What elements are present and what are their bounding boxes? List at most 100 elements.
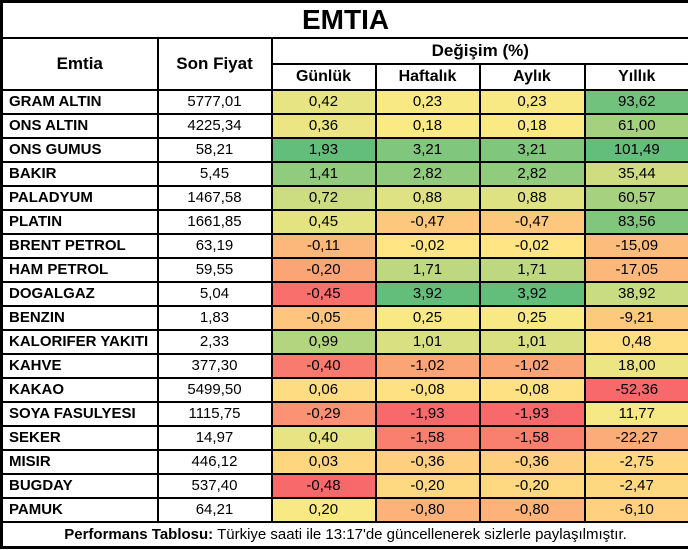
change-cell-weekly: 1,01 [374,328,481,355]
last-price-value: 1115,75 [156,400,273,427]
change-cell-weekly: 3,21 [374,136,481,163]
commodity-name: HAM PETROL [0,256,159,283]
column-header-change-group: Değişim (%) [270,36,688,65]
last-price-value: 537,40 [156,472,273,499]
commodity-name: GRAM ALTIN [0,88,159,115]
change-cell-daily: 1,41 [270,160,377,187]
last-price-value: 2,33 [156,328,273,355]
change-cell-yearly: -15,09 [583,232,688,259]
last-price-value: 377,30 [156,352,273,379]
change-cell-weekly: -0,20 [374,472,481,499]
table-row: KAKAO 5499,50 0,06 -0,08 -0,08 -52,36 [0,376,688,403]
change-cell-yearly: 35,44 [583,160,688,187]
change-cell-yearly: 0,48 [583,328,688,355]
table-row: BENZIN 1,83 -0,05 0,25 0,25 -9,21 [0,304,688,331]
change-cell-daily: 0,06 [270,376,377,403]
change-cell-monthly: -1,93 [478,400,586,427]
change-cell-yearly: -2,47 [583,472,688,499]
page-title: EMTIA [0,0,688,39]
change-cell-daily: 0,42 [270,88,377,115]
table-row: KAHVE 377,30 -0,40 -1,02 -1,02 18,00 [0,352,688,379]
change-cell-weekly: -0,08 [374,376,481,403]
column-header-daily: Günlük [270,62,377,91]
table-row: BUGDAY 537,40 -0,48 -0,20 -0,20 -2,47 [0,472,688,499]
column-header-last-price: Son Fiyat [156,36,273,91]
column-header-monthly: Aylık [478,62,586,91]
table-body: GRAM ALTIN 5777,01 0,42 0,23 0,23 93,62 ONS AL… [0,88,688,523]
change-cell-monthly: 1,71 [478,256,586,283]
change-cell-yearly: 101,49 [583,136,688,163]
last-price-value: 58,21 [156,136,273,163]
change-cell-monthly: -1,02 [478,352,586,379]
commodity-name: ONS ALTIN [0,112,159,139]
last-price-value: 5499,50 [156,376,273,403]
last-price-value: 1661,85 [156,208,273,235]
change-cell-yearly: 38,92 [583,280,688,307]
footer-label: Performans Tablosu: [64,525,214,543]
commodity-name: KALORIFER YAKITI [0,328,159,355]
commodity-name: PALADYUM [0,184,159,211]
change-cell-monthly: -0,02 [478,232,586,259]
last-price-value: 1,83 [156,304,273,331]
change-cell-weekly: 0,23 [374,88,481,115]
last-price-value: 5,45 [156,160,273,187]
change-cell-weekly: -0,80 [374,496,481,523]
change-cell-monthly: 1,01 [478,328,586,355]
change-cell-yearly: 18,00 [583,352,688,379]
table-row: GRAM ALTIN 5777,01 0,42 0,23 0,23 93,62 [0,88,688,115]
change-cell-monthly: 3,92 [478,280,586,307]
change-cell-daily: 0,03 [270,448,377,475]
change-cell-monthly: -0,08 [478,376,586,403]
change-cell-yearly: -22,27 [583,424,688,451]
commodity-name: BAKIR [0,160,159,187]
change-cell-monthly: -0,20 [478,472,586,499]
change-cell-monthly: 2,82 [478,160,586,187]
change-cell-monthly: -0,47 [478,208,586,235]
change-cell-daily: 0,36 [270,112,377,139]
table-row: PLATIN 1661,85 0,45 -0,47 -0,47 83,56 [0,208,688,235]
change-cell-monthly: -0,80 [478,496,586,523]
change-cell-monthly: 3,21 [478,136,586,163]
table-row: KALORIFER YAKITI 2,33 0,99 1,01 1,01 0,48 [0,328,688,355]
last-price-value: 5,04 [156,280,273,307]
change-cell-yearly: 93,62 [583,88,688,115]
title-row: EMTIA [0,0,688,39]
change-cell-yearly: -9,21 [583,304,688,331]
commodity-name: BUGDAY [0,472,159,499]
change-cell-weekly: 0,18 [374,112,481,139]
change-cell-daily: 0,72 [270,184,377,211]
table-row: PALADYUM 1467,58 0,72 0,88 0,88 60,57 [0,184,688,211]
change-cell-weekly: -1,93 [374,400,481,427]
table-row: HAM PETROL 59,55 -0,20 1,71 1,71 -17,05 [0,256,688,283]
commodity-name: ONS GUMUS [0,136,159,163]
last-price-value: 63,19 [156,232,273,259]
change-cell-weekly: -1,02 [374,352,481,379]
change-cell-yearly: 11,77 [583,400,688,427]
change-cell-yearly: 61,00 [583,112,688,139]
table-row: BRENT PETROL 63,19 -0,11 -0,02 -0,02 -15,09 [0,232,688,259]
change-cell-monthly: -1,58 [478,424,586,451]
table-row: SOYA FASULYESI 1115,75 -0,29 -1,93 -1,93 11,7… [0,400,688,427]
change-cell-weekly: -1,58 [374,424,481,451]
change-cell-daily: -0,29 [270,400,377,427]
change-cell-yearly: -2,75 [583,448,688,475]
change-cell-daily: -0,45 [270,280,377,307]
commodity-name: DOGALGAZ [0,280,159,307]
change-cell-weekly: -0,36 [374,448,481,475]
commodity-name: BENZIN [0,304,159,331]
last-price-value: 4225,34 [156,112,273,139]
change-cell-daily: -0,05 [270,304,377,331]
commodity-name: BRENT PETROL [0,232,159,259]
change-cell-daily: 0,99 [270,328,377,355]
change-cell-monthly: 0,88 [478,184,586,211]
commodity-name: SOYA FASULYESI [0,400,159,427]
commodity-name: SEKER [0,424,159,451]
change-cell-weekly: -0,47 [374,208,481,235]
change-cell-weekly: 1,71 [374,256,481,283]
change-cell-daily: -0,20 [270,256,377,283]
last-price-value: 1467,58 [156,184,273,211]
footer-text: Türkiye saati ile 13:17'de güncellenerek… [217,525,627,543]
change-cell-yearly: -17,05 [583,256,688,283]
table-row: ONS GUMUS 58,21 1,93 3,21 3,21 101,49 [0,136,688,163]
